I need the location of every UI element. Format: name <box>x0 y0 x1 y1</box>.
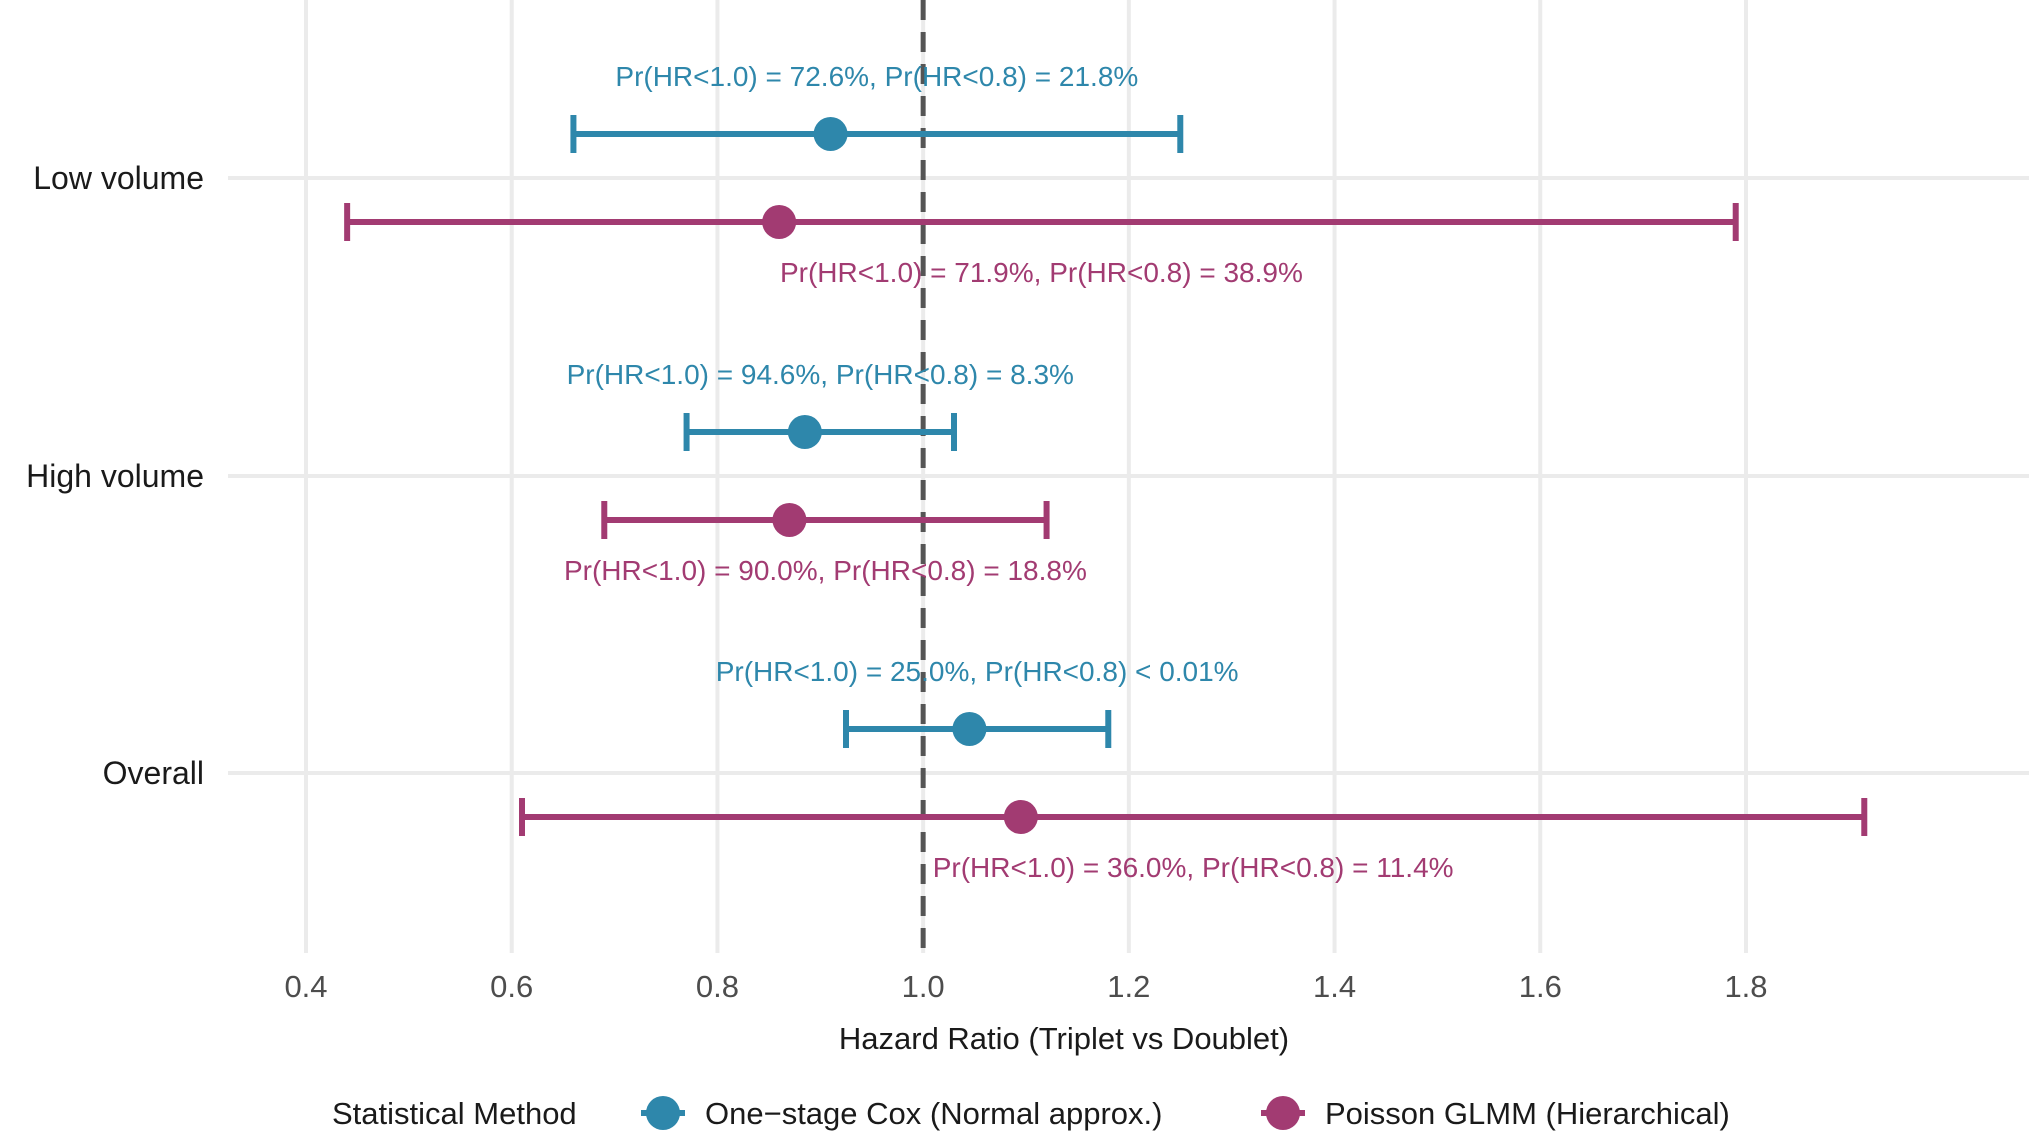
legend-swatch-dot <box>1266 1096 1300 1130</box>
legend-item: Poisson GLMM (Hierarchical) <box>1261 1096 1730 1131</box>
x-tick-label: 0.8 <box>696 969 739 1004</box>
data-marks <box>344 115 1868 836</box>
point-estimate <box>772 503 807 537</box>
x-tick-label: 1.2 <box>1107 969 1150 1004</box>
point-estimate <box>952 712 987 746</box>
x-tick-label: 0.4 <box>284 969 327 1004</box>
probability-annotation: Pr(HR<1.0) = 94.6%, Pr(HR<0.8) = 8.3% <box>567 359 1074 390</box>
annotations: Pr(HR<1.0) = 72.6%, Pr(HR<0.8) = 21.8% Pr… <box>564 61 1454 883</box>
legend-item: One−stage Cox (Normal approx.) <box>641 1096 1162 1131</box>
legend-label: Poisson GLMM (Hierarchical) <box>1325 1096 1730 1131</box>
x-axis-title: Hazard Ratio (Triplet vs Doublet) <box>839 1021 1289 1056</box>
error-bar-group <box>843 710 1112 748</box>
x-tick-label: 1.0 <box>902 969 945 1004</box>
legend-items: One−stage Cox (Normal approx.) Poisson GL… <box>641 1096 1730 1131</box>
error-bar-group <box>344 203 1739 241</box>
probability-annotation: Pr(HR<1.0) = 25.0%, Pr(HR<0.8) < 0.01% <box>716 656 1239 687</box>
legend: Statistical Method One−stage Cox (Normal… <box>332 1096 1730 1131</box>
grid <box>228 0 2029 953</box>
point-estimate <box>813 117 848 151</box>
legend-swatch-dot <box>646 1096 680 1130</box>
point-estimate <box>787 415 822 449</box>
axis-ticks: 0.4 0.6 0.8 1.0 1.2 1.4 1.6 1.8 Low volume High v… <box>26 160 1767 1004</box>
point-estimate <box>1003 800 1038 834</box>
error-bar-group <box>683 413 957 451</box>
probability-annotation: Pr(HR<1.0) = 71.9%, Pr(HR<0.8) = 38.9% <box>780 257 1303 288</box>
probability-annotation: Pr(HR<1.0) = 90.0%, Pr(HR<0.8) = 18.8% <box>564 555 1087 586</box>
legend-label: One−stage Cox (Normal approx.) <box>705 1096 1162 1131</box>
y-tick-label: Overall <box>103 755 204 791</box>
error-bar-group <box>570 115 1184 153</box>
point-estimate <box>762 205 797 239</box>
y-tick-label: Low volume <box>33 160 204 196</box>
x-tick-label: 1.8 <box>1724 969 1767 1004</box>
error-bar-group <box>601 501 1050 539</box>
x-tick-label: 0.6 <box>490 969 533 1004</box>
y-tick-label: High volume <box>26 458 204 494</box>
x-tick-label: 1.4 <box>1313 969 1356 1004</box>
legend-title: Statistical Method <box>332 1096 577 1131</box>
x-tick-label: 1.6 <box>1519 969 1562 1004</box>
error-bar-group <box>519 798 1868 836</box>
probability-annotation: Pr(HR<1.0) = 36.0%, Pr(HR<0.8) = 11.4% <box>933 852 1454 883</box>
probability-annotation: Pr(HR<1.0) = 72.6%, Pr(HR<0.8) = 21.8% <box>615 61 1138 92</box>
